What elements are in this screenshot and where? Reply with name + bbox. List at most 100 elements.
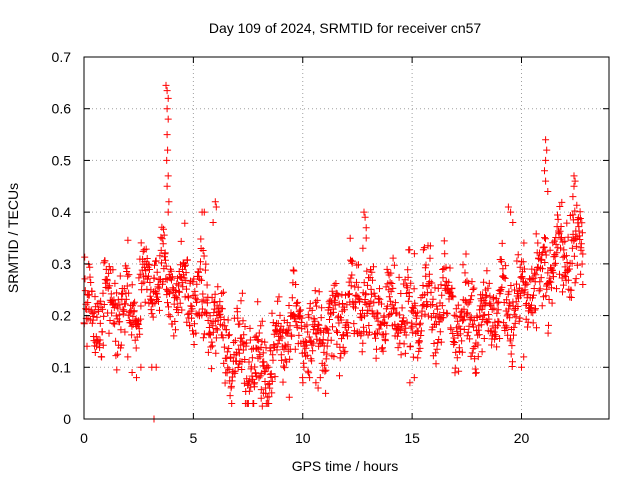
data-point <box>468 292 476 300</box>
data-point <box>461 269 469 277</box>
data-point <box>305 369 313 377</box>
data-point <box>165 311 173 319</box>
data-point <box>397 290 405 297</box>
data-point <box>573 201 581 209</box>
data-point <box>312 379 320 387</box>
data-point <box>190 341 198 348</box>
data-point <box>557 244 564 252</box>
data-point <box>263 362 271 370</box>
data-point <box>508 342 516 350</box>
data-point <box>298 314 306 322</box>
data-point <box>293 299 301 307</box>
data-point <box>198 298 206 306</box>
data-point <box>162 275 170 283</box>
data-point <box>81 275 89 283</box>
data-point <box>203 281 211 289</box>
data-point <box>567 294 575 301</box>
data-point <box>349 257 356 265</box>
data-point <box>207 343 215 351</box>
data-point <box>276 311 284 319</box>
data-point <box>471 343 479 350</box>
data-point <box>450 334 458 342</box>
data-point <box>460 326 468 333</box>
data-point <box>487 327 495 335</box>
data-point <box>305 313 313 321</box>
data-point <box>165 303 172 311</box>
data-point <box>366 302 374 310</box>
data-point <box>219 288 227 296</box>
data-point <box>553 249 561 257</box>
data-point <box>347 282 355 290</box>
data-point <box>545 296 553 303</box>
data-point <box>501 274 509 282</box>
data-point <box>429 295 437 303</box>
data-point <box>460 305 468 313</box>
data-point <box>245 358 253 366</box>
data-point <box>166 313 174 321</box>
data-point <box>556 203 564 210</box>
data-point <box>548 299 556 307</box>
data-point <box>239 346 247 354</box>
data-point <box>311 317 319 325</box>
data-point <box>506 314 514 322</box>
data-point <box>558 234 565 241</box>
data-point <box>203 309 211 317</box>
data-point <box>99 341 107 349</box>
data-point <box>471 355 479 363</box>
data-point <box>492 332 500 340</box>
data-point <box>339 343 347 351</box>
data-point <box>303 339 311 346</box>
data-point <box>130 300 138 308</box>
data-point <box>245 387 253 395</box>
data-point <box>137 363 145 371</box>
data-point <box>96 336 104 344</box>
data-point <box>404 273 412 281</box>
data-point <box>182 261 189 269</box>
data-point <box>210 299 218 306</box>
data-point <box>202 260 210 268</box>
data-point <box>389 284 397 292</box>
data-point <box>531 306 539 314</box>
data-point <box>368 268 376 276</box>
data-point <box>242 339 250 347</box>
data-point <box>129 312 137 320</box>
data-point <box>269 356 277 364</box>
data-point <box>509 219 517 226</box>
data-point <box>230 339 238 346</box>
data-point <box>562 252 570 260</box>
data-point <box>547 278 555 286</box>
data-point <box>426 254 434 262</box>
data-point <box>154 293 161 301</box>
data-point <box>257 394 265 402</box>
data-point <box>401 349 409 357</box>
data-point <box>336 372 343 380</box>
data-point <box>355 261 362 269</box>
data-point <box>312 330 320 338</box>
data-point <box>437 281 445 289</box>
data-point <box>91 293 99 301</box>
data-point <box>188 305 196 313</box>
data-point <box>160 225 167 233</box>
data-point <box>456 313 464 321</box>
data-point <box>83 342 91 350</box>
data-point <box>434 284 442 292</box>
data-point <box>304 328 312 336</box>
data-point <box>344 319 352 327</box>
data-point <box>209 219 217 226</box>
data-point <box>572 242 580 250</box>
data-point <box>289 266 297 274</box>
data-point <box>427 313 435 321</box>
data-point <box>395 273 403 281</box>
data-point <box>579 281 587 288</box>
data-point <box>386 311 394 318</box>
data-point <box>371 330 378 338</box>
data-point <box>234 364 242 371</box>
data-point <box>347 274 355 282</box>
data-point <box>440 237 448 245</box>
y-tick-label: 0.2 <box>52 308 72 324</box>
data-point <box>494 317 502 325</box>
data-point <box>111 320 119 328</box>
data-point <box>344 332 351 340</box>
data-point <box>570 182 578 190</box>
data-point <box>511 319 519 327</box>
